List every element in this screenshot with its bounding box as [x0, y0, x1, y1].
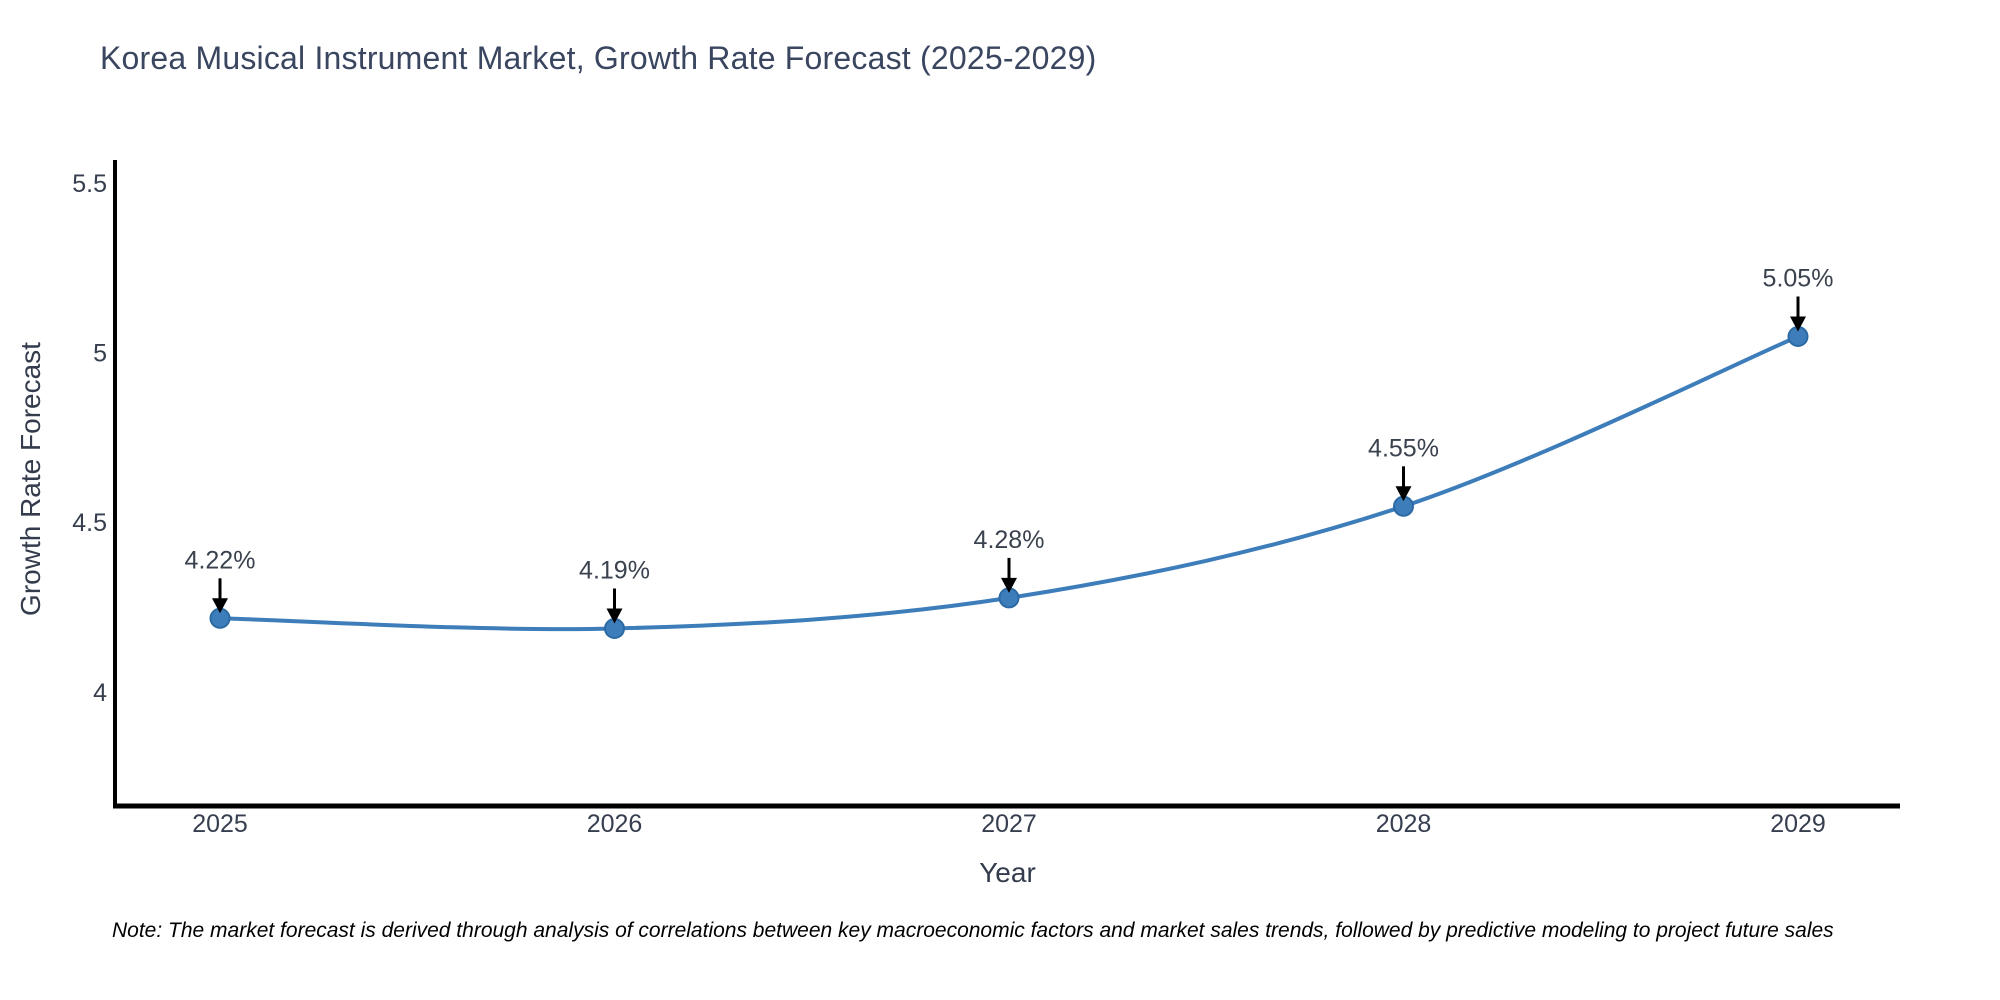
- data-point-label: 5.05%: [1763, 265, 1834, 293]
- y-tick-label: 4: [93, 679, 107, 707]
- annotation-arrowhead-icon: [606, 608, 623, 624]
- chart-title: Korea Musical Instrument Market, Growth …: [100, 40, 1097, 76]
- x-tick-label: 2027: [981, 810, 1037, 838]
- y-tick-label: 5: [93, 340, 107, 368]
- y-tick-label: 4.5: [72, 509, 107, 537]
- x-tick-label: 2029: [1770, 810, 1826, 838]
- x-tick-label: 2025: [192, 810, 248, 838]
- data-point-label: 4.55%: [1368, 434, 1439, 462]
- x-axis-title: Year: [979, 857, 1036, 888]
- annotation-arrowhead-icon: [1395, 486, 1412, 502]
- chart-footnote: Note: The market forecast is derived thr…: [112, 919, 1834, 942]
- data-point-label: 4.28%: [974, 526, 1045, 554]
- x-tick-label: 2026: [587, 810, 643, 838]
- data-point-label: 4.22%: [185, 546, 256, 574]
- x-tick-label: 2028: [1376, 810, 1432, 838]
- y-tick-label: 5.5: [72, 170, 107, 198]
- data-point-label: 4.19%: [579, 557, 650, 585]
- annotation-arrowhead-icon: [212, 598, 228, 614]
- annotation-arrowhead-icon: [1001, 577, 1017, 593]
- annotation-arrowhead-icon: [1790, 316, 1806, 332]
